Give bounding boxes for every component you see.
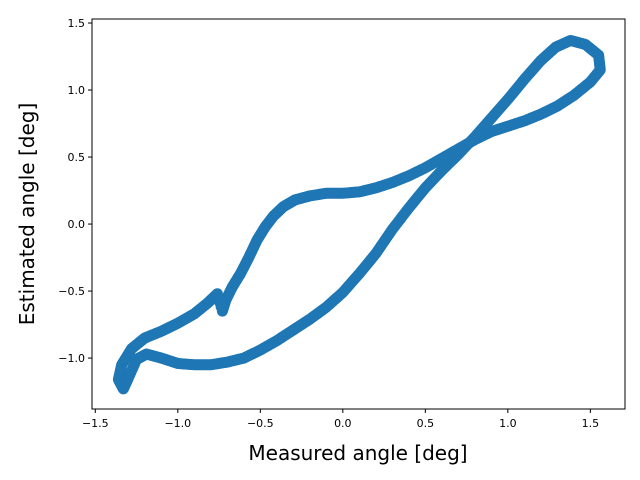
x-tick-label: −1.5	[82, 417, 109, 430]
y-axis-label: Estimated angle [deg]	[15, 103, 39, 326]
x-axis-label: Measured angle [deg]	[248, 441, 467, 465]
data-point	[215, 301, 227, 313]
x-tick-label: −0.5	[247, 417, 274, 430]
y-tick-label: 0.0	[68, 218, 86, 231]
data-points	[112, 34, 606, 395]
y-tick-label: −0.5	[58, 285, 85, 298]
y-axis-ticks: −1.0 −0.5 0.0 0.5 1.0 1.5	[58, 17, 92, 365]
y-tick-label: 0.5	[68, 151, 86, 164]
x-axis-ticks: −1.5 −1.0 −0.5 0.0 0.5 1.0 1.5	[82, 409, 599, 430]
x-tick-label: 1.0	[499, 417, 517, 430]
x-tick-label: 0.0	[334, 417, 352, 430]
x-tick-label: −1.0	[164, 417, 191, 430]
y-tick-label: 1.0	[68, 84, 86, 97]
x-tick-label: 1.5	[582, 417, 600, 430]
y-tick-label: −1.0	[58, 352, 85, 365]
y-tick-label: 1.5	[68, 17, 86, 30]
x-tick-label: 0.5	[417, 417, 435, 430]
plot-frame	[91, 18, 626, 410]
